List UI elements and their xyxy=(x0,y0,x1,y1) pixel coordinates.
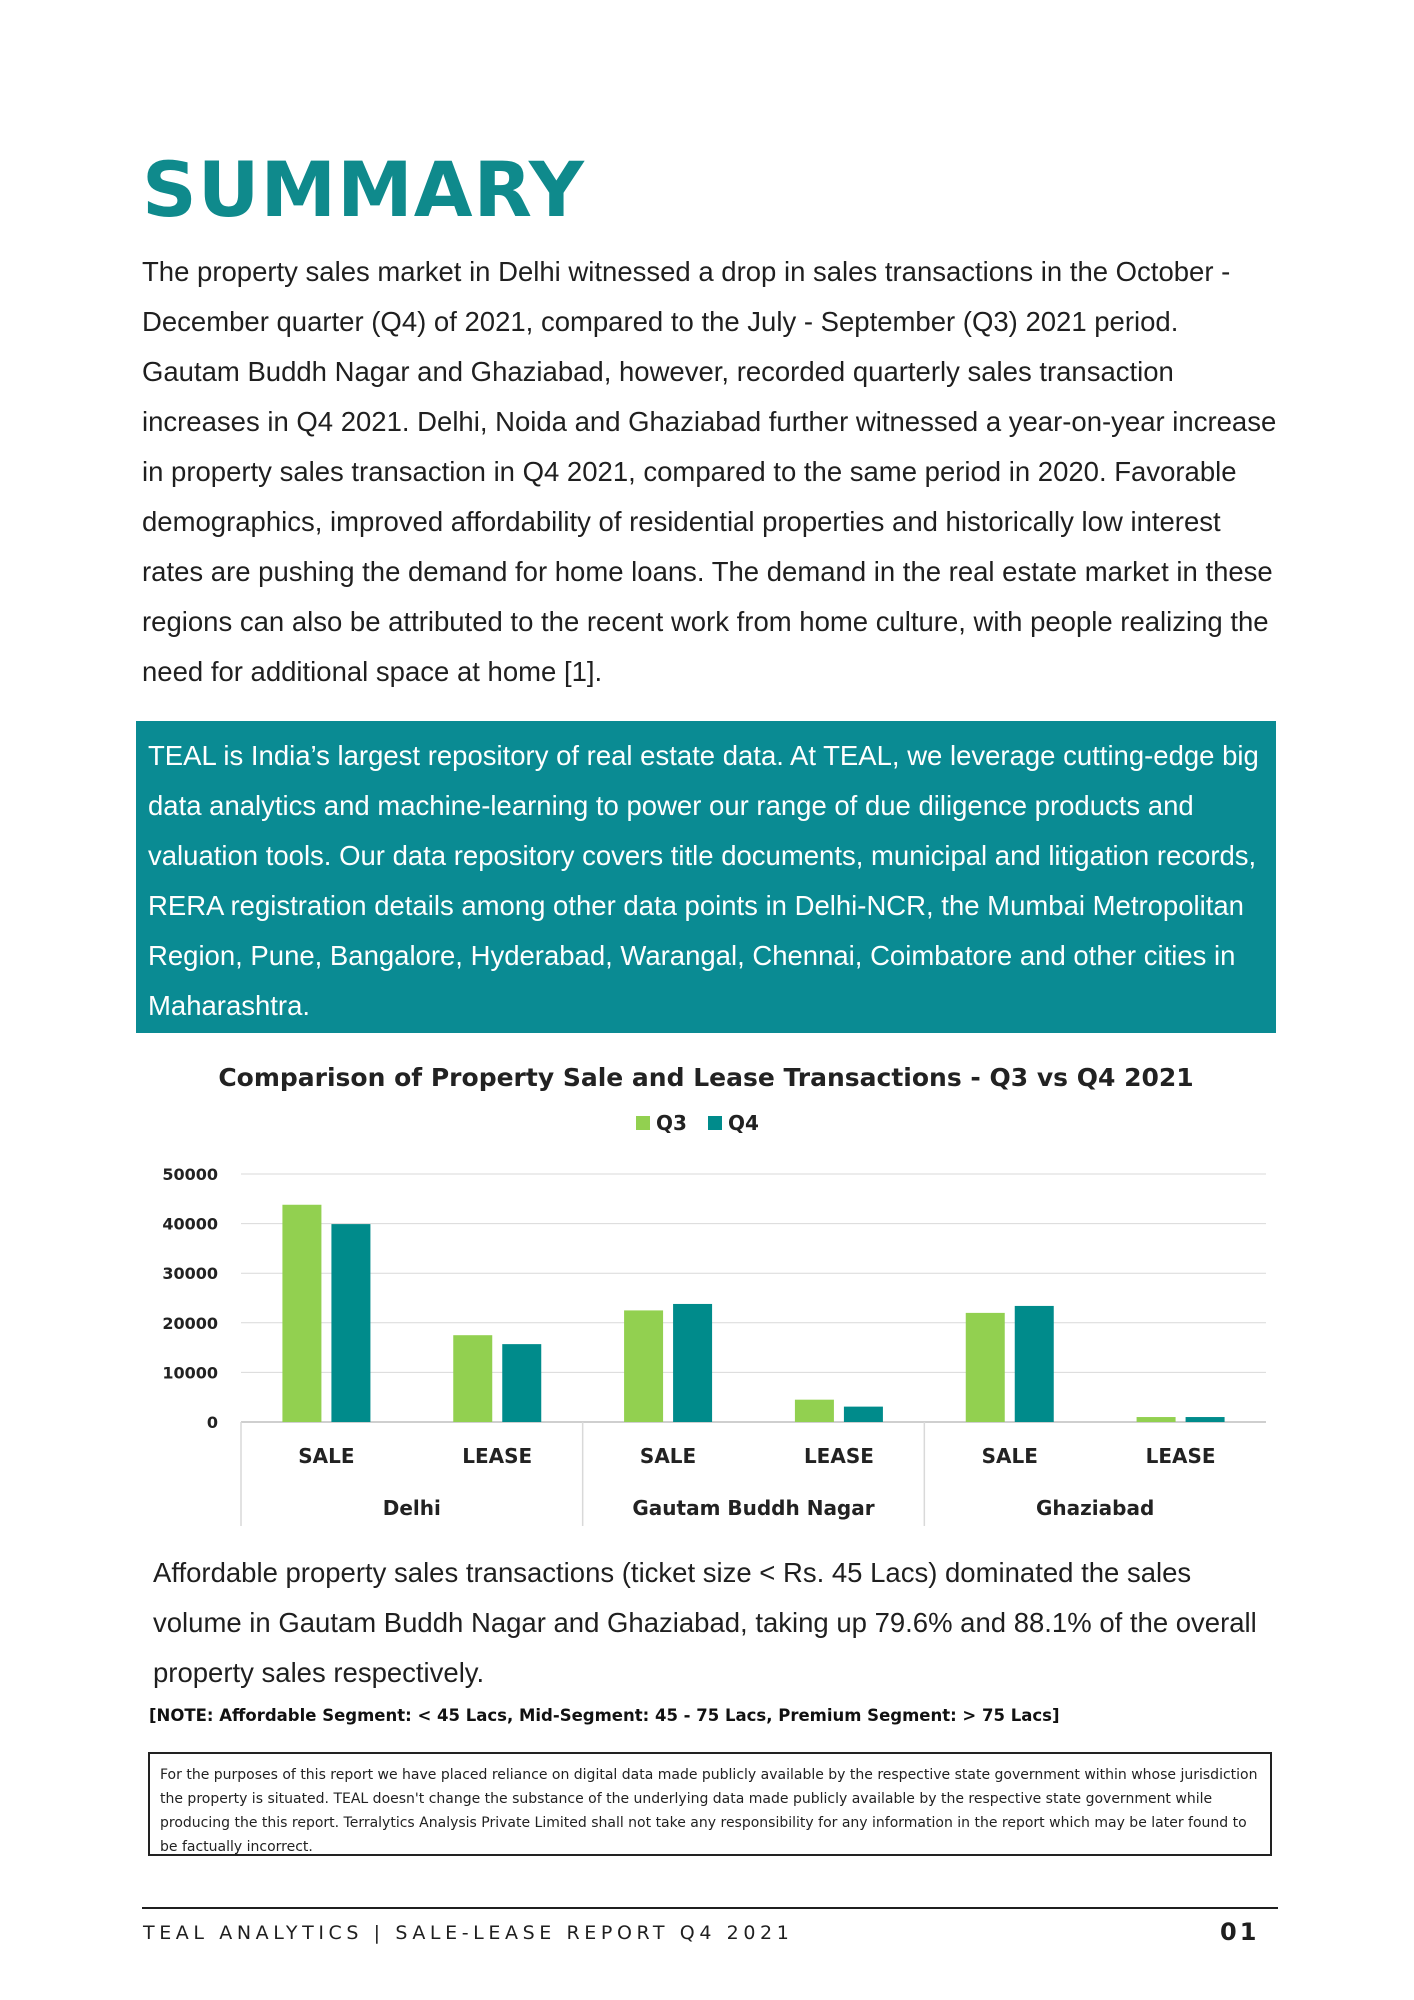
affordable-sales-paragraph: Affordable property sales transactions (… xyxy=(153,1557,1257,1688)
footer-divider xyxy=(142,1907,1278,1909)
about-teal-box: TEAL is India’s largest repository of re… xyxy=(136,721,1276,1033)
bar-q3 xyxy=(624,1310,664,1422)
y-tick-label: 10000 xyxy=(162,1363,218,1382)
bar-q3 xyxy=(453,1335,493,1422)
x-group-label: Gautam Buddh Nagar xyxy=(632,1496,874,1520)
y-tick-label: 40000 xyxy=(162,1215,218,1234)
x-group-label: Delhi xyxy=(383,1496,441,1520)
comparison-chart: Comparison of Property Sale and Lease Tr… xyxy=(136,1052,1276,1532)
x-category-label: LEASE xyxy=(1146,1444,1216,1468)
legend-swatch-q4 xyxy=(708,1116,722,1130)
bar-q3 xyxy=(965,1312,1005,1422)
x-category-label: SALE xyxy=(640,1444,696,1468)
bar-q4 xyxy=(331,1224,371,1422)
x-category-label: SALE xyxy=(298,1444,354,1468)
y-tick-label: 20000 xyxy=(162,1314,218,1333)
x-group-label: Ghaziabad xyxy=(1036,1496,1154,1520)
summary-paragraph: The property sales market in Delhi witne… xyxy=(142,256,1277,687)
page-number: 01 xyxy=(1220,1918,1260,1946)
x-category-label: LEASE xyxy=(462,1444,532,1468)
bar-q4 xyxy=(843,1406,883,1422)
about-teal-text: TEAL is India’s largest repository of re… xyxy=(148,740,1259,1021)
bar-q4 xyxy=(673,1303,713,1422)
legend-label-q3: Q3 xyxy=(656,1111,687,1135)
disclaimer-text: For the purposes of this report we have … xyxy=(160,1767,1258,1855)
y-tick-label: 50000 xyxy=(162,1165,218,1184)
legend-label-q4: Q4 xyxy=(728,1111,759,1135)
bar-q3 xyxy=(282,1204,322,1422)
y-tick-label: 0 xyxy=(207,1413,218,1432)
disclaimer-box: For the purposes of this report we have … xyxy=(148,1752,1272,1856)
y-tick-label: 30000 xyxy=(162,1264,218,1283)
x-category-label: SALE xyxy=(982,1444,1038,1468)
bar-q4 xyxy=(1014,1305,1054,1422)
bar-q4 xyxy=(502,1344,542,1422)
bar-q4 xyxy=(1185,1417,1225,1422)
comparison-chart-svg: Comparison of Property Sale and Lease Tr… xyxy=(162,1063,1266,1526)
legend-swatch-q3 xyxy=(636,1116,650,1130)
x-category-label: LEASE xyxy=(804,1444,874,1468)
bar-q3 xyxy=(794,1399,834,1422)
footer-report-title: TEAL ANALYTICS | SALE-LEASE REPORT Q4 20… xyxy=(143,1922,794,1944)
page-title: SUMMARY xyxy=(142,145,585,234)
chart-title: Comparison of Property Sale and Lease Tr… xyxy=(218,1063,1193,1092)
segment-note: [NOTE: Affordable Segment: < 45 Lacs, Mi… xyxy=(149,1706,1060,1725)
bar-q3 xyxy=(1136,1417,1176,1422)
